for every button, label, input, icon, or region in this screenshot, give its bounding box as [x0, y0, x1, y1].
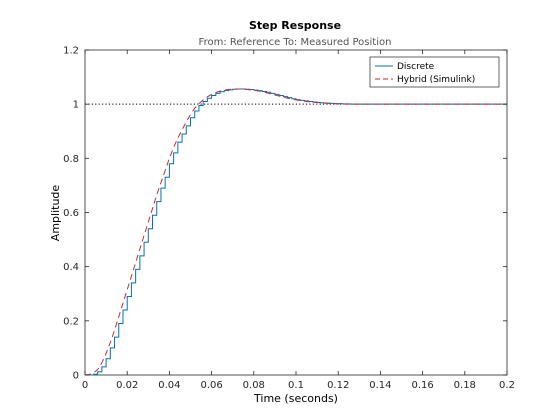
y-tick-label: 0: [73, 371, 79, 382]
x-ticks: 0 0.02 0.04 0.06 0.08 0.1 0.12 0.14 0.16 0.18 0.2: [82, 50, 515, 391]
x-tick-label: 0.2: [499, 380, 515, 391]
chart-title: Step Response: [249, 19, 341, 32]
x-tick-label: 0.02: [116, 380, 138, 391]
x-tick-label: 0.16: [411, 380, 433, 391]
x-tick-label: 0: [82, 380, 88, 391]
x-tick-label: 0.14: [369, 380, 391, 391]
plot-area: 0 0.02 0.04 0.06 0.08 0.1 0.12 0.14 0.16 0.18 0.2 …: [63, 46, 515, 392]
chart-subtitle: From: Reference To: Measured Position: [199, 37, 392, 48]
x-tick-label: 0.04: [158, 380, 180, 391]
y-tick-label: 0.6: [63, 208, 79, 219]
series-layer: [84, 88, 507, 376]
legend-label-hybrid: Hybrid (Simulink): [397, 75, 475, 85]
hybrid-series-line: [84, 88, 507, 376]
legend-box: [369, 56, 500, 88]
y-tick-label: 0.2: [63, 316, 79, 327]
x-tick-label: 0.06: [200, 380, 222, 391]
y-tick-label: 1.2: [63, 46, 79, 57]
y-tick-label: 1: [73, 100, 79, 111]
legend-label-discrete: Discrete: [397, 62, 435, 72]
x-tick-label: 0.12: [327, 380, 349, 391]
y-tick-label: 0.8: [63, 154, 79, 165]
x-axis-label: Time (seconds): [253, 392, 338, 405]
x-tick-label: 0.1: [288, 380, 304, 391]
x-tick-label: 0.18: [454, 380, 476, 391]
x-tick-label: 0.08: [243, 380, 265, 391]
y-tick-label: 0.4: [63, 262, 79, 273]
discrete-series-line: [85, 88, 507, 376]
y-axis-label: Amplitude: [49, 185, 62, 242]
y-ticks: 0 0.2 0.4 0.6 0.8 1 1.2: [63, 46, 507, 382]
legend: Discrete Hybrid (Simulink): [369, 56, 500, 88]
